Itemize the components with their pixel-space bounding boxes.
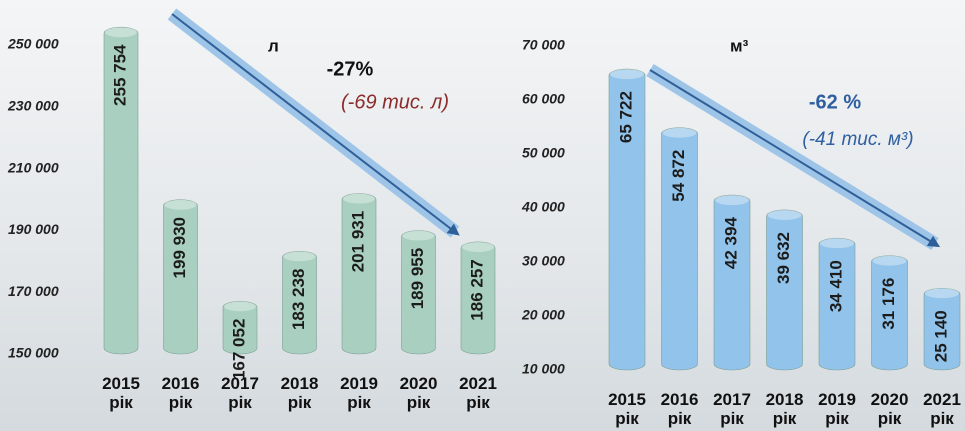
bar-top [105,27,137,38]
value-label: 39 632 [774,232,793,284]
bar-top [462,241,494,252]
bar [282,250,317,355]
value-label: 186 257 [467,259,486,320]
bar-top [224,301,256,312]
bar-top [767,209,802,220]
y-tick-label: 230 000 [7,98,59,114]
bar [460,241,496,355]
bar [163,199,198,355]
value-label: 25 140 [931,310,950,362]
value-label: 34 410 [826,260,845,312]
x-tick-label: 2015 рік [102,374,140,412]
annotation: -27% [327,58,374,80]
y-tick-label: 30 000 [522,253,565,269]
bar-top [715,195,749,206]
y-tick-label: 70 000 [522,37,565,53]
y-tick-label: 50 000 [522,145,565,161]
value-label: 189 955 [408,248,427,309]
value-label: 167 052 [229,319,248,380]
bar-top [164,199,197,210]
x-tick-label: 2021 рік [923,390,961,428]
bar-top [402,230,435,241]
bar-top [872,255,907,266]
unit-label: л [268,36,279,55]
bar [608,68,646,371]
bar-top [925,288,959,299]
bar-top [283,251,316,262]
x-tick-label: 2015 рік [608,390,646,428]
value-label: 31 176 [879,278,898,330]
bar-top [343,193,375,204]
value-label: 42 394 [721,217,740,270]
x-tick-label: 2019 рік [340,374,378,412]
bar-top [820,238,854,249]
value-label: 255 754 [110,44,129,106]
x-tick-label: 2016 рік [161,374,200,412]
value-label: 201 931 [348,211,367,272]
y-tick-label: 60 000 [522,91,565,107]
value-label: 199 930 [170,217,189,278]
y-tick-label: 190 000 [8,221,59,237]
bar [766,209,803,371]
x-tick-label: 2018 рік [280,374,319,412]
y-tick-label: 10 000 [522,361,565,377]
bar [818,237,856,371]
trend-arrow-outline [171,13,460,236]
bar [713,194,751,371]
x-tick-label: 2020 рік [870,390,909,428]
annotation: (-69 тис. л) [341,91,449,113]
bar [871,255,908,371]
x-tick-label: 2016 рік [660,390,699,428]
x-tick-label: 2021 рік [459,374,497,412]
bar [222,301,258,355]
x-tick-label: 2020 рік [399,374,438,412]
y-tick-label: 250 000 [7,36,59,52]
annotation: -62 % [809,91,861,113]
x-tick-label: 2019 рік [818,390,856,428]
unit-label: м³ [730,36,749,55]
y-tick-label: 150 000 [8,345,59,361]
x-tick-label: 2017 рік [221,374,259,412]
value-label: 65 722 [616,91,635,143]
bar [923,287,961,371]
x-tick-label: 2017 рік [713,390,751,428]
y-tick-label: 210 000 [7,159,59,175]
value-label: 183 238 [289,269,308,330]
y-tick-label: 40 000 [521,199,565,215]
y-tick-label: 20 000 [521,307,565,323]
x-tick-label: 2018 рік [765,390,804,428]
value-label: 54 872 [669,150,688,202]
bar [103,26,139,355]
annotation: (-41 тис. м³) [802,129,913,150]
bar [341,193,377,355]
bar-top [662,127,697,138]
bar [661,127,698,371]
bar-top [610,69,644,80]
trend-arrow-outline [649,69,941,248]
bar [401,230,436,355]
y-tick-label: 170 000 [8,283,59,299]
